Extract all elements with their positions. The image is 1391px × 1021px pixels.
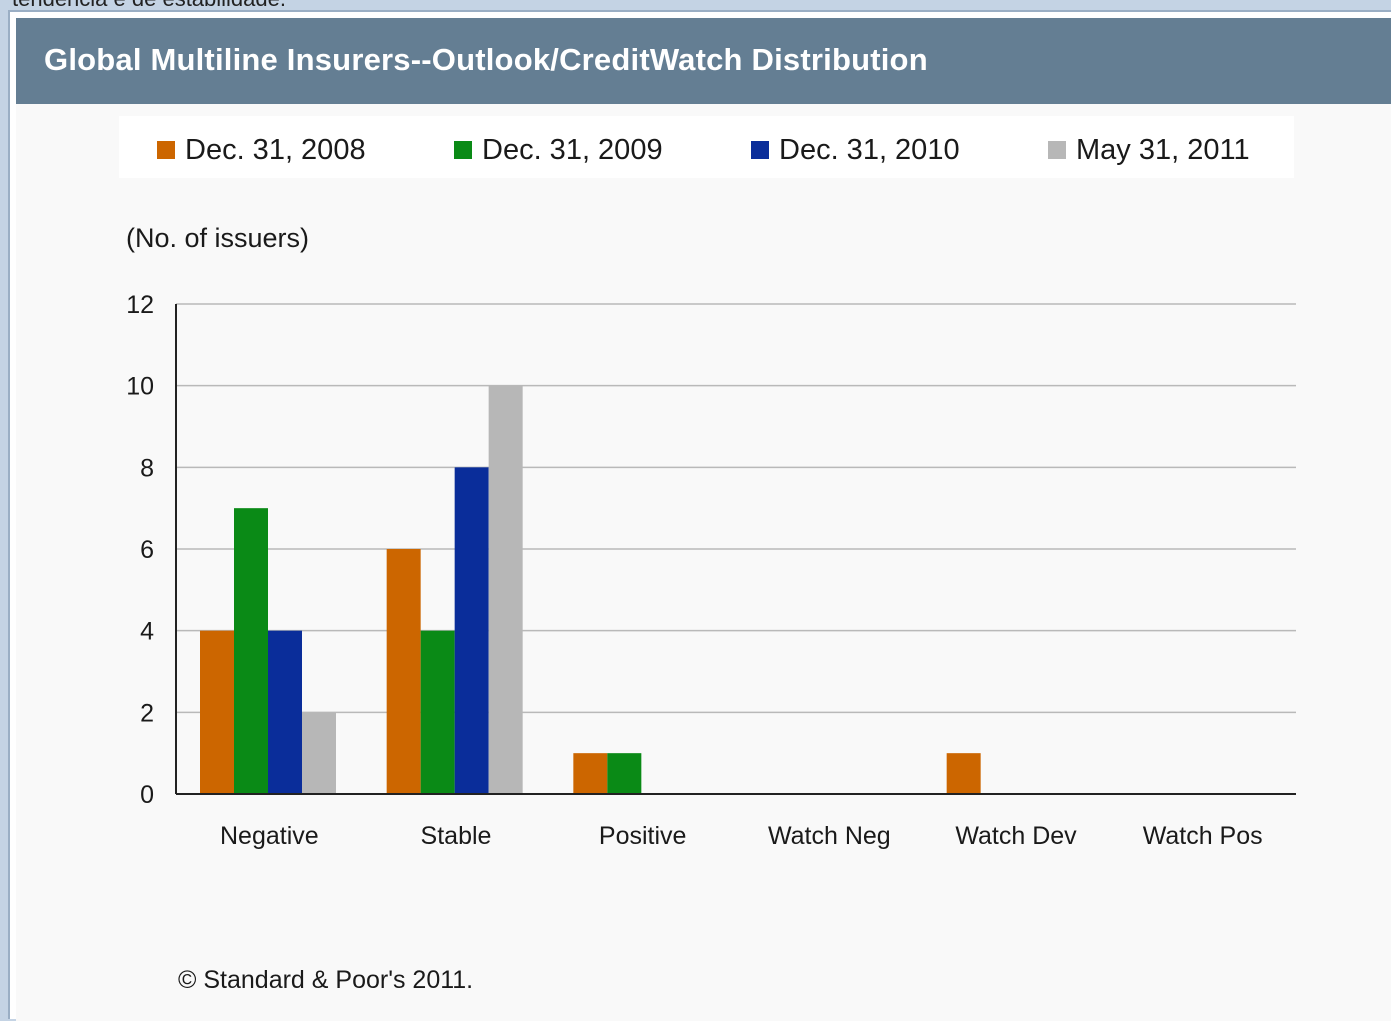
legend-swatch-2010: [751, 141, 769, 159]
y-tick-label: 0: [140, 781, 154, 809]
legend-label-2011: May 31, 2011: [1076, 134, 1250, 166]
bar-stable-2: [454, 467, 489, 794]
legend-label-2009: Dec. 31, 2009: [482, 134, 663, 166]
legend-swatch-2008: [157, 141, 175, 159]
x-tick-label: Watch Pos: [1143, 822, 1263, 850]
bar-negative-0: [200, 630, 234, 794]
chart-header: Global Multiline Insurers--Outlook/Credi…: [16, 18, 1391, 104]
top-strip-text: tendência e de estabilidade.: [12, 0, 286, 10]
x-tick-label: Watch Dev: [955, 822, 1077, 850]
legend-swatch-2009: [454, 141, 472, 159]
x-tick-label: Stable: [421, 822, 492, 850]
x-tick-labels: Negative Stable Positive Watch Neg Watch Dev…: [220, 822, 1263, 850]
x-tick-label: Watch Neg: [768, 822, 891, 850]
bar-watch-dev-0: [946, 753, 981, 794]
bar-negative-2: [268, 630, 302, 794]
axes: [175, 304, 1296, 795]
legend: Dec. 31, 2008 Dec. 31, 2009 Dec. 31, 201…: [119, 116, 1294, 178]
legend-swatch-2011: [1048, 141, 1066, 159]
y-tick-label: 8: [140, 454, 154, 482]
bar-positive-0: [573, 753, 608, 794]
x-tick-label: Positive: [599, 822, 687, 850]
copyright-note: © Standard & Poor's 2011.: [178, 966, 474, 994]
y-tick-label: 6: [140, 536, 154, 564]
bar-positive-1: [607, 753, 642, 794]
legend-label-2010: Dec. 31, 2010: [779, 134, 960, 166]
top-strip: tendência e de estabilidade.: [0, 0, 1391, 10]
y-tick-label: 10: [126, 373, 154, 401]
y-axis-title: (No. of issuers): [126, 223, 309, 253]
bar-negative-3: [302, 712, 336, 794]
y-tick-label: 2: [140, 699, 154, 727]
bar-negative-1: [234, 508, 268, 794]
y-tick-label: 12: [126, 291, 154, 319]
bar-stable-1: [420, 630, 455, 794]
y-tick-labels: 0 2 4 6 8 10 12: [126, 291, 154, 809]
chart-area: Dec. 31, 2008 Dec. 31, 2009 Dec. 31, 201…: [16, 104, 1391, 1021]
y-tick-label: 4: [140, 618, 154, 646]
bar-stable-3: [488, 385, 523, 794]
x-tick-label: Negative: [220, 822, 319, 850]
chart-title: Global Multiline Insurers--Outlook/Credi…: [44, 42, 928, 77]
bars: [200, 385, 981, 794]
grid-lines: [176, 303, 1296, 714]
chart-panel: Global Multiline Insurers--Outlook/Credi…: [8, 10, 1391, 1021]
legend-label-2008: Dec. 31, 2008: [185, 134, 366, 166]
bar-stable-0: [386, 549, 421, 794]
bar-chart: (No. of issuers) 0 2 4 6 8 10 12 Negative Stabl…: [126, 223, 1296, 850]
